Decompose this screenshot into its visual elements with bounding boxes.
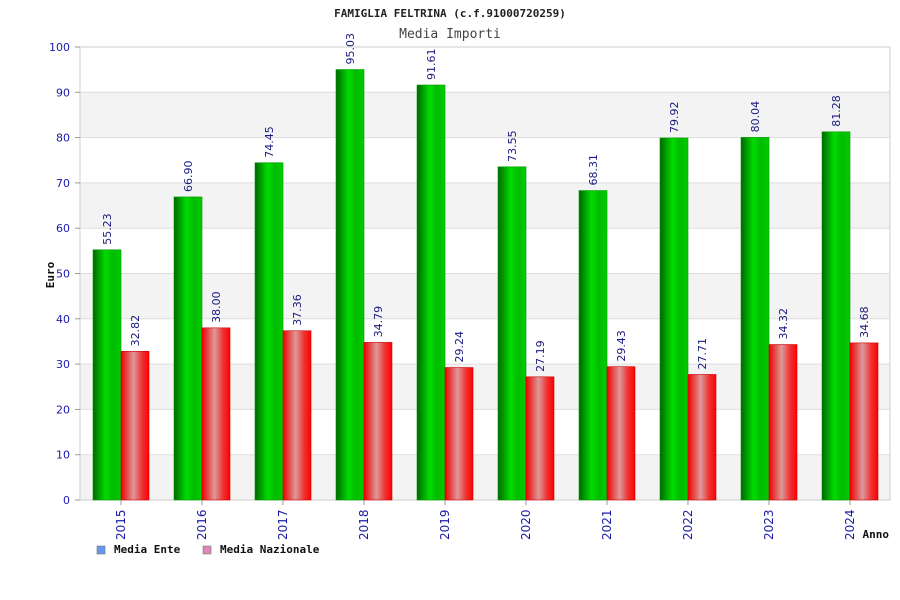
bar-media-nazionale-2021 [606,366,636,501]
x-axis-title: Anno [863,528,890,541]
legend-swatch-media-ente [96,545,106,555]
data-label: 27.19 [534,340,547,372]
x-tick-label: 2018 [357,509,371,540]
data-label: 81.28 [830,95,843,127]
plot-band [80,92,890,138]
y-tick-label: 50 [56,268,70,281]
y-tick-label: 70 [56,177,70,190]
plot-band [80,47,890,93]
chart-title: FAMIGLIA FELTRINA (c.f.91000720259) [334,7,566,20]
y-tick-label: 100 [49,41,70,54]
x-tick-label: 2021 [600,509,614,540]
x-tick-label: 2024 [843,509,857,540]
data-label: 80.04 [749,101,762,133]
data-label: 32.82 [129,315,142,347]
data-label: 68.31 [587,154,600,186]
bar-media-ente-2023 [740,137,770,501]
data-label: 37.36 [291,294,304,326]
y-axis-ticks: 0 10 20 30 40 50 60 70 80 90 100 [49,41,80,507]
data-label: 34.68 [858,306,871,338]
x-tick-label: 2022 [681,509,695,540]
bar-media-nazionale-2022 [687,374,717,501]
data-label: 79.92 [668,101,681,133]
bar-media-ente-2016 [173,196,203,501]
legend-swatch-media-nazionale [202,545,212,555]
x-tick-label: 2017 [276,509,290,540]
data-label: 34.79 [372,306,385,338]
x-tick-label: 2015 [114,509,128,540]
data-label: 73.55 [506,130,519,162]
y-tick-label: 60 [56,222,70,235]
y-tick-label: 20 [56,403,70,416]
bar-media-ente-2017 [254,162,284,501]
chart-subtitle: Media Importi [399,27,501,42]
x-axis-ticks: 2015 2016 2017 2018 2019 2020 2021 2022 2023 2024 [114,500,857,540]
bar-media-ente-2018 [335,69,365,501]
data-labels: 55.23 32.82 66.90 38.00 74.45 37.36 95.03 34.79… [101,33,871,372]
legend-label-media-ente: Media Ente [114,543,181,556]
bar-media-ente-2015 [92,249,122,501]
y-tick-label: 90 [56,86,70,99]
y-axis-title: Euro [44,261,57,288]
data-label: 66.90 [182,160,195,192]
bar-media-nazionale-2018 [363,342,393,501]
bar-media-nazionale-2024 [849,342,879,501]
y-tick-label: 40 [56,313,70,326]
bar-media-nazionale-2015 [120,351,150,501]
bar-media-ente-2024 [821,131,851,501]
x-tick-label: 2019 [438,509,452,540]
data-label: 95.03 [344,33,357,65]
bar-media-ente-2019 [416,84,446,501]
bar-media-nazionale-2020 [525,376,555,501]
bar-media-ente-2022 [659,137,689,501]
data-label: 38.00 [210,291,223,323]
bar-media-nazionale-2017 [282,330,312,501]
x-tick-label: 2023 [762,509,776,540]
data-label: 55.23 [101,213,114,245]
bar-media-ente-2020 [497,166,527,501]
y-tick-label: 10 [56,449,70,462]
data-label: 29.43 [615,330,628,362]
x-tick-label: 2020 [519,509,533,540]
bar-media-nazionale-2019 [444,367,474,501]
bar-media-nazionale-2016 [201,327,231,501]
data-label: 27.71 [696,338,709,370]
data-label: 34.32 [777,308,790,340]
data-label: 29.24 [453,331,466,363]
x-tick-label: 2016 [195,509,209,540]
y-tick-label: 80 [56,132,70,145]
data-label: 74.45 [263,126,276,158]
bar-media-ente-2021 [578,190,608,501]
y-tick-label: 0 [63,494,70,507]
y-tick-label: 30 [56,358,70,371]
legend-label-media-nazionale: Media Nazionale [220,543,320,556]
legend: Media Ente Media Nazionale [96,543,320,556]
bar-media-nazionale-2023 [768,344,798,501]
data-label: 91.61 [425,49,438,81]
bar-series [92,69,879,501]
